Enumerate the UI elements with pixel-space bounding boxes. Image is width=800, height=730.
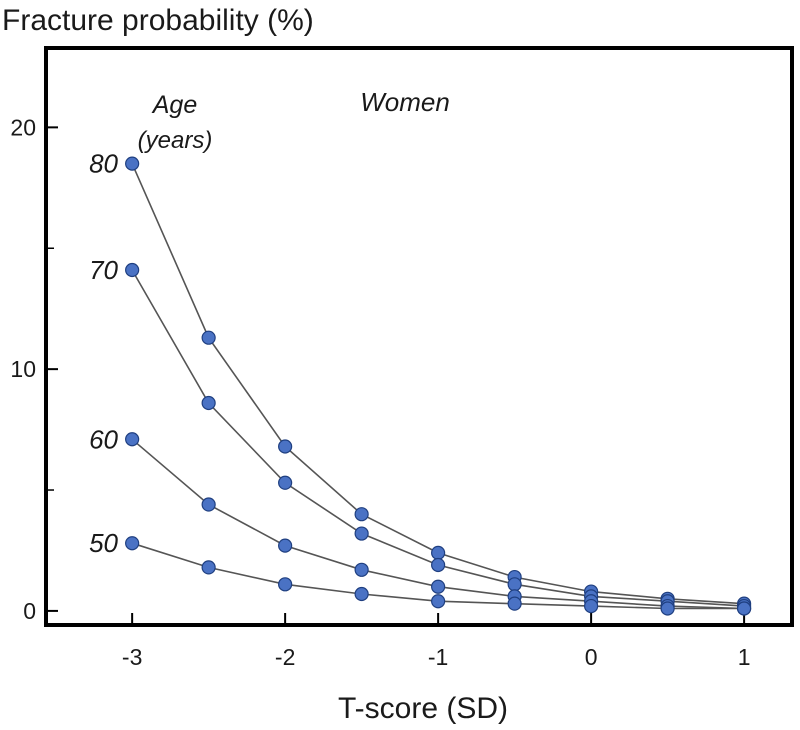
data-point-age-70 [354,526,369,541]
data-point-age-70 [507,577,522,592]
data-point-age-80 [201,330,216,345]
series-label-age-70: 70 [89,255,118,285]
x-axis: -3 -2 -1 0 1 [122,613,751,670]
x-axis-title: T-score (SD) [338,692,508,725]
data-point-age-70 [431,557,446,573]
women-annotation: Women [360,87,450,117]
data-point-age-50 [431,594,446,609]
y-tick-label: 20 [10,114,36,140]
data-point-age-70 [125,262,140,278]
data-point-age-50 [737,601,752,616]
data-point-age-50 [584,598,599,614]
y-axis: 0 10 20 [10,114,58,624]
series-label-age-80: 80 [89,149,118,179]
data-point-age-50 [660,601,675,616]
x-tick-label: -1 [428,644,448,670]
x-tick-label: -3 [122,644,142,670]
age-units-annotation: (years) [138,127,213,154]
data-point-age-50 [125,536,140,551]
data-point-age-80 [354,507,369,522]
data-point-age-80 [431,545,446,560]
y-axis-title: Fracture probability (%) [2,4,314,37]
data-point-age-50 [201,560,216,575]
data-point-age-60 [125,432,140,447]
x-tick-label: 1 [738,644,751,670]
y-tick-label: 10 [10,356,36,382]
series-label-age-50: 50 [89,528,118,558]
x-tick-label: 0 [585,644,598,670]
data-point-age-60 [431,579,446,594]
y-tick-label: 0 [23,598,36,624]
plot-frame [44,46,794,627]
x-tick-label: -2 [275,644,295,670]
series-line-age-80 [131,163,745,605]
data-point-age-60 [354,562,369,577]
data-point-age-50 [278,577,293,592]
series-label-age-60: 60 [89,424,118,454]
data-point-age-50 [507,596,522,611]
data-point-age-80 [278,439,293,454]
data-point-age-50 [354,586,369,602]
series-layer: 80 70 60 50 [89,149,752,616]
age-annotation: Age [151,91,197,119]
data-point-age-60 [201,497,216,512]
data-point-age-80 [125,156,140,171]
data-point-age-70 [278,475,293,490]
data-point-age-70 [201,395,216,411]
data-point-age-60 [278,538,293,553]
